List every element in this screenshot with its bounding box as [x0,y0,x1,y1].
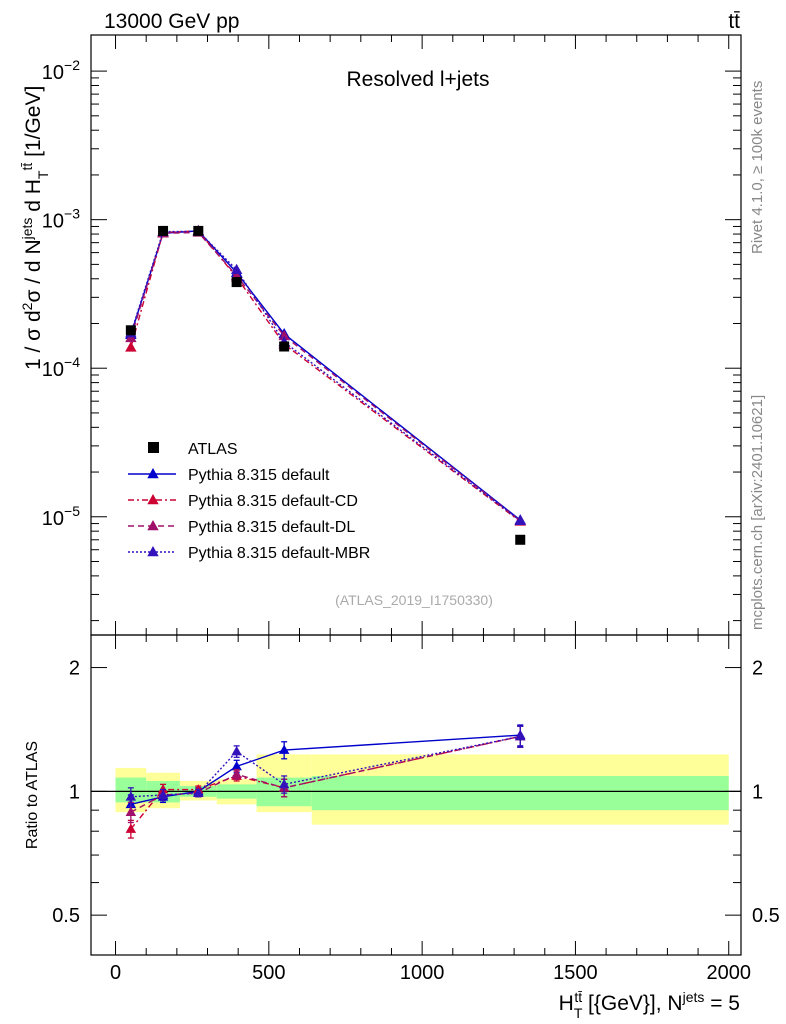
legend-marker [147,546,159,557]
rivet-version-label: Rivet 4.1.0, ≥ 100k events [749,81,766,254]
ratio-series-marker [157,784,169,794]
main-panel-series [125,224,526,545]
atlas-data-point [231,277,242,288]
atlas-data-point [158,225,169,236]
process-label: tt̄ [728,10,740,33]
x-tick-label: 500 [252,962,285,984]
ratio-panel-frame [90,634,742,956]
energy-label: 13000 GeV pp [104,10,239,33]
series-marker [125,341,137,352]
ratio-series-marker [278,744,290,754]
ratio-series-marker [193,787,204,797]
series-line [130,230,521,522]
ratio-series-marker [125,823,137,833]
legend-label: Pythia 8.315 default-DL [188,519,355,536]
ratio-series-marker [157,789,169,799]
uncertainty-band-inner [311,775,729,811]
x-axis-label: HTtt̄ [{GeV}], Njets = 5 [559,989,740,1021]
ratio-panel-series [91,724,741,839]
legend-label: Pythia 8.315 default-CD [188,493,358,510]
axis-ticks: 0 500 1000 1500 2000 10−5 10−4 10−3 10−2 0.5 0.5 1 1… [42,35,780,984]
ratio-series-marker [231,746,242,756]
analysis-watermark: (ATLAS_2019_I1750330) [335,592,493,608]
series-line [130,231,521,522]
legend-marker-atlas [148,442,159,453]
ratio-y-tick-label-right: 2 [752,658,763,680]
ratio-y-tick-label: 2 [69,658,80,680]
ratio-series-marker [125,791,137,801]
y-tick-label: 10−4 [42,354,80,381]
y-tick-label: 10−3 [42,206,80,233]
ratio-series-line [130,735,521,813]
ratio-series-marker [125,806,137,817]
atlas-data-point [125,325,136,336]
ratio-series-line [130,735,521,830]
legend-label: Pythia 8.315 default-MBR [188,545,370,562]
ratio-y-tick-label: 1 [69,781,80,803]
series-marker [230,263,243,274]
y-axis-label: 1 / σ d2σ / d Njets d HTtt̄ [1/GeV] [19,86,51,370]
ratio-y-tick-label-right: 0.5 [752,905,780,927]
ratio-series-marker [278,778,290,789]
legend-marker [147,468,159,479]
y-tick-label: 10−5 [42,503,80,530]
mcplots-label: mcplots.cern.ch [arXiv:2401.10621] [749,395,766,630]
ratio-uncertainty-bands [115,754,729,825]
legend-marker [147,494,159,505]
ratio-series-marker [231,760,242,771]
ratio-y-tick-label-right: 1 [752,781,763,803]
x-tick-label: 0 [110,962,121,984]
legend-label: ATLAS [188,441,238,458]
x-tick-label: 2000 [706,962,751,984]
ratio-y-axis-label: Ratio to ATLAS [24,741,41,849]
legend: ATLAS Pythia 8.315 default Pythia 8.315 de… [128,441,370,562]
atlas-data-point [193,225,204,236]
ratio-y-tick-label: 0.5 [52,905,80,927]
atlas-data-point [515,534,526,545]
legend-marker [147,520,159,531]
x-tick-label: 1000 [400,962,445,984]
ratio-series-marker [231,768,242,779]
series-marker [514,514,526,525]
x-tick-label: 1500 [553,962,598,984]
y-tick-label: 10−2 [42,57,80,84]
ratio-series-marker [515,730,526,741]
legend-label: Pythia 8.315 default [188,467,330,484]
atlas-data-point [279,341,290,352]
chart-title: Resolved l+jets [347,68,490,91]
